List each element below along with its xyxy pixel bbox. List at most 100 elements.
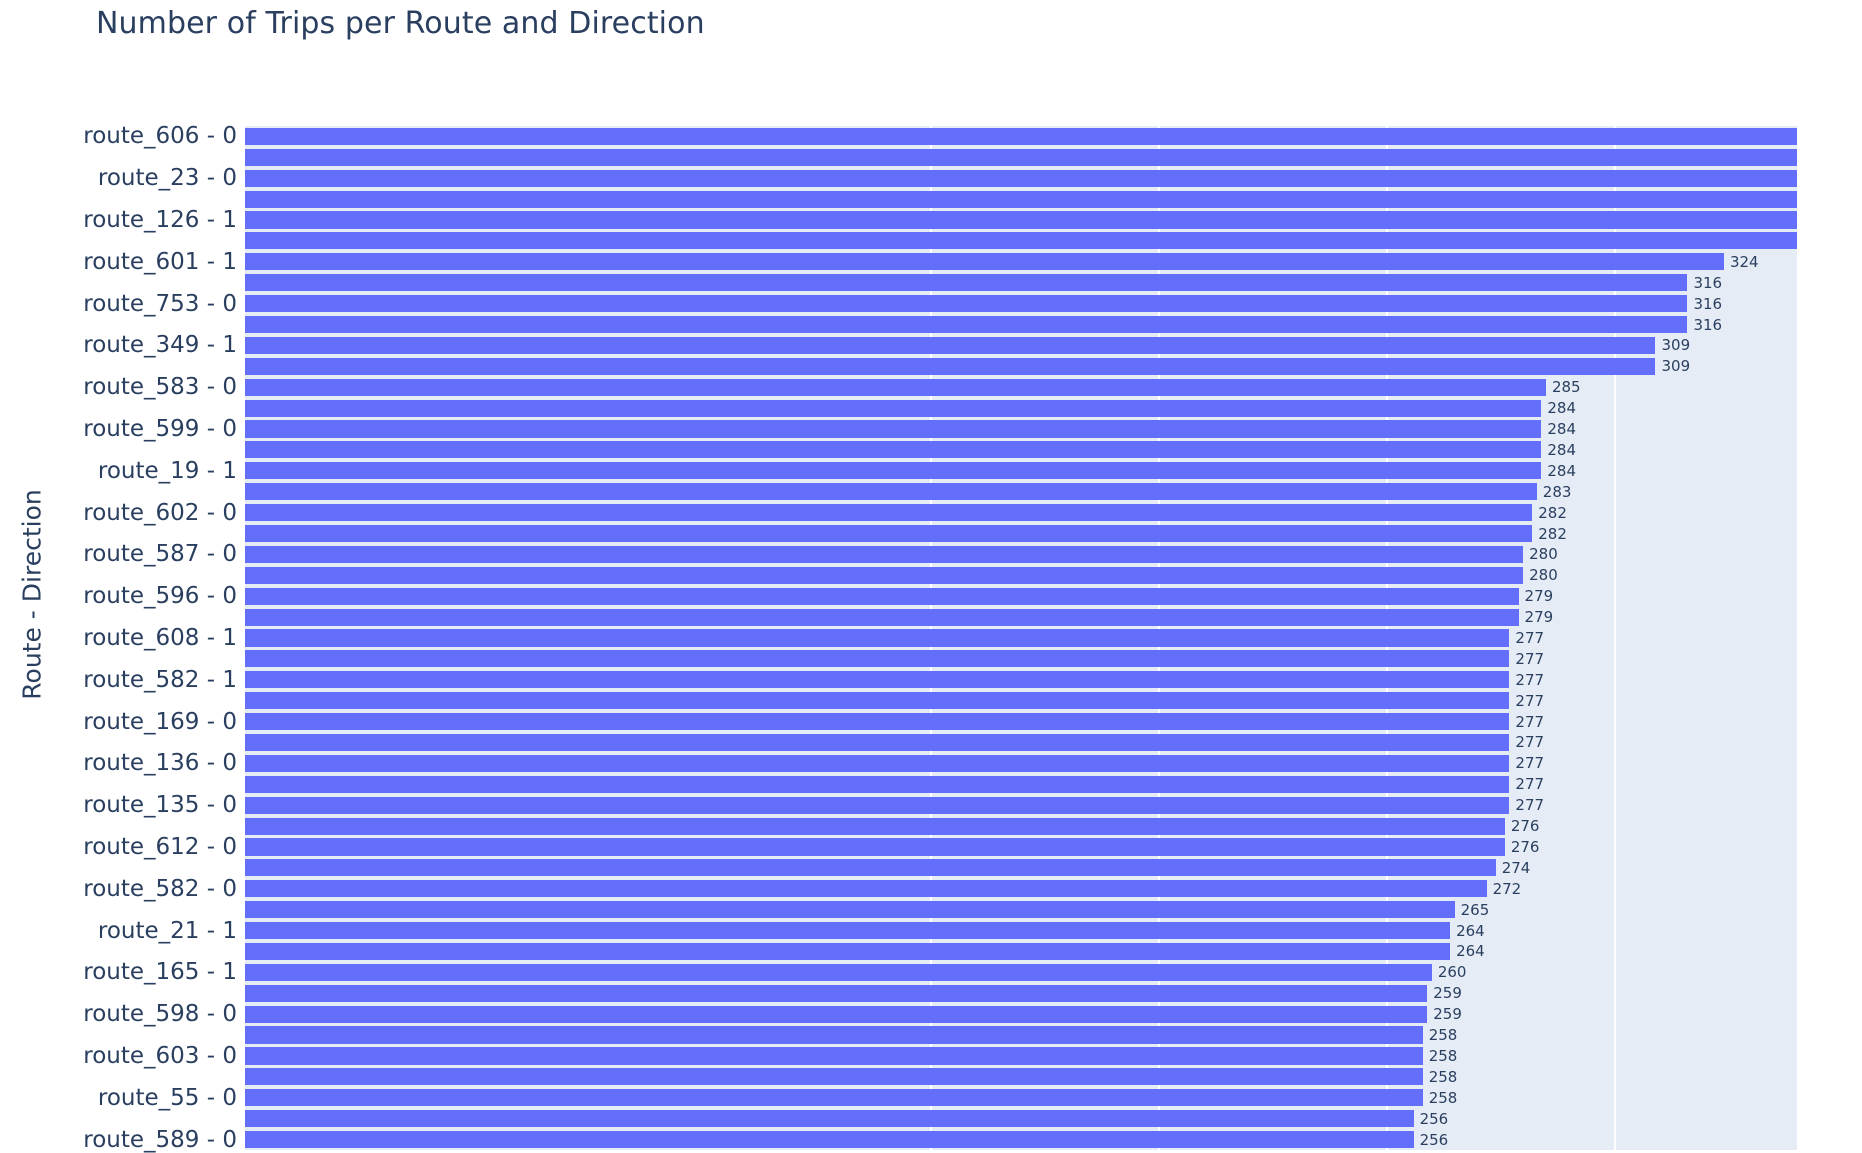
bar[interactable] <box>245 587 1519 605</box>
bar-row[interactable]: 258 <box>245 1047 1797 1065</box>
bar[interactable] <box>245 566 1524 584</box>
bar[interactable] <box>245 545 1524 563</box>
bar-row[interactable]: 258 <box>245 1089 1797 1107</box>
bar[interactable] <box>245 1130 1414 1149</box>
bar-row[interactable]: 264 <box>245 942 1797 961</box>
bar[interactable] <box>245 1110 1414 1128</box>
bar[interactable] <box>245 274 1688 292</box>
bar-row[interactable]: 279 <box>245 608 1797 626</box>
y-axis-tick-label: route_583 - 0 <box>83 374 237 401</box>
bar[interactable] <box>245 796 1510 814</box>
bar-row[interactable]: 277 <box>245 629 1797 647</box>
bar-row[interactable]: 259 <box>245 1005 1797 1023</box>
bar[interactable] <box>245 901 1455 919</box>
bar[interactable] <box>245 922 1451 940</box>
bar-row[interactable]: 277 <box>245 671 1797 689</box>
bar[interactable] <box>245 253 1724 271</box>
bar[interactable] <box>245 963 1432 981</box>
bar[interactable] <box>245 754 1510 772</box>
bar-row[interactable]: 259 <box>245 984 1797 1002</box>
bar-row[interactable]: 283 <box>245 483 1797 501</box>
bar[interactable] <box>245 713 1510 731</box>
bar-row[interactable]: 265 <box>245 901 1797 919</box>
bar[interactable] <box>245 190 1797 208</box>
bar-row[interactable]: 264 <box>245 922 1797 940</box>
bar-row[interactable] <box>245 211 1797 229</box>
bar[interactable] <box>245 399 1542 417</box>
bar[interactable] <box>245 1089 1423 1107</box>
bar[interactable] <box>245 984 1428 1002</box>
bar[interactable] <box>245 733 1510 752</box>
bar-row[interactable]: 258 <box>245 1026 1797 1044</box>
bar[interactable] <box>245 420 1542 438</box>
bar-row[interactable]: 277 <box>245 650 1797 668</box>
bar-row[interactable]: 272 <box>245 880 1797 898</box>
bar[interactable] <box>245 817 1505 835</box>
bar[interactable] <box>245 483 1537 501</box>
bar[interactable] <box>245 650 1510 668</box>
bar-row[interactable]: 256 <box>245 1110 1797 1128</box>
bar-row[interactable]: 282 <box>245 524 1797 543</box>
bar[interactable] <box>245 629 1510 647</box>
bar[interactable] <box>245 1047 1423 1065</box>
bar[interactable] <box>245 232 1797 250</box>
bar[interactable] <box>245 211 1797 229</box>
bar-row[interactable]: 284 <box>245 462 1797 480</box>
bar-row[interactable]: 277 <box>245 733 1797 752</box>
bar[interactable] <box>245 378 1546 396</box>
bar-row[interactable]: 256 <box>245 1130 1797 1149</box>
bar[interactable] <box>245 169 1797 187</box>
bar[interactable] <box>245 880 1487 898</box>
bar-row[interactable]: 260 <box>245 963 1797 981</box>
y-axis-tick-label: route_602 - 0 <box>83 499 237 526</box>
bar[interactable] <box>245 441 1542 459</box>
bar-row[interactable]: 284 <box>245 441 1797 459</box>
bar[interactable] <box>245 1068 1423 1086</box>
bar[interactable] <box>245 1005 1428 1023</box>
bar[interactable] <box>245 357 1656 375</box>
bar-row[interactable]: 309 <box>245 357 1797 375</box>
bar-row[interactable]: 282 <box>245 504 1797 522</box>
bar[interactable] <box>245 127 1797 145</box>
bar[interactable] <box>245 295 1688 313</box>
bar-row[interactable] <box>245 148 1797 166</box>
bar[interactable] <box>245 859 1496 877</box>
bar-row[interactable]: 276 <box>245 817 1797 835</box>
bar[interactable] <box>245 524 1533 543</box>
bar[interactable] <box>245 671 1510 689</box>
bar-row[interactable]: 284 <box>245 420 1797 438</box>
bar[interactable] <box>245 942 1451 961</box>
bar[interactable] <box>245 504 1533 522</box>
bar-row[interactable]: 276 <box>245 838 1797 856</box>
bar-row[interactable]: 274 <box>245 859 1797 877</box>
bar-row[interactable]: 277 <box>245 692 1797 710</box>
bar-row[interactable]: 277 <box>245 713 1797 731</box>
bar-row[interactable] <box>245 169 1797 187</box>
bar-row[interactable]: 258 <box>245 1068 1797 1086</box>
bar-row[interactable]: 280 <box>245 566 1797 584</box>
bar[interactable] <box>245 462 1542 480</box>
bar[interactable] <box>245 315 1688 334</box>
bar[interactable] <box>245 336 1656 354</box>
bar-row[interactable]: 277 <box>245 754 1797 772</box>
bar-row[interactable]: 324 <box>245 253 1797 271</box>
bar-row[interactable]: 285 <box>245 378 1797 396</box>
bar-row[interactable]: 309 <box>245 336 1797 354</box>
bar-row[interactable] <box>245 232 1797 250</box>
bar-row[interactable] <box>245 190 1797 208</box>
bar-row[interactable]: 316 <box>245 295 1797 313</box>
bar[interactable] <box>245 608 1519 626</box>
bar-row[interactable]: 279 <box>245 587 1797 605</box>
bar[interactable] <box>245 1026 1423 1044</box>
bar[interactable] <box>245 692 1510 710</box>
bar[interactable] <box>245 148 1797 166</box>
bar-row[interactable]: 316 <box>245 315 1797 334</box>
bar-row[interactable] <box>245 127 1797 145</box>
bar-row[interactable]: 277 <box>245 775 1797 793</box>
bar[interactable] <box>245 838 1505 856</box>
bar-row[interactable]: 277 <box>245 796 1797 814</box>
bar-row[interactable]: 316 <box>245 274 1797 292</box>
bar-row[interactable]: 280 <box>245 545 1797 563</box>
bar-row[interactable]: 284 <box>245 399 1797 417</box>
bar[interactable] <box>245 775 1510 793</box>
